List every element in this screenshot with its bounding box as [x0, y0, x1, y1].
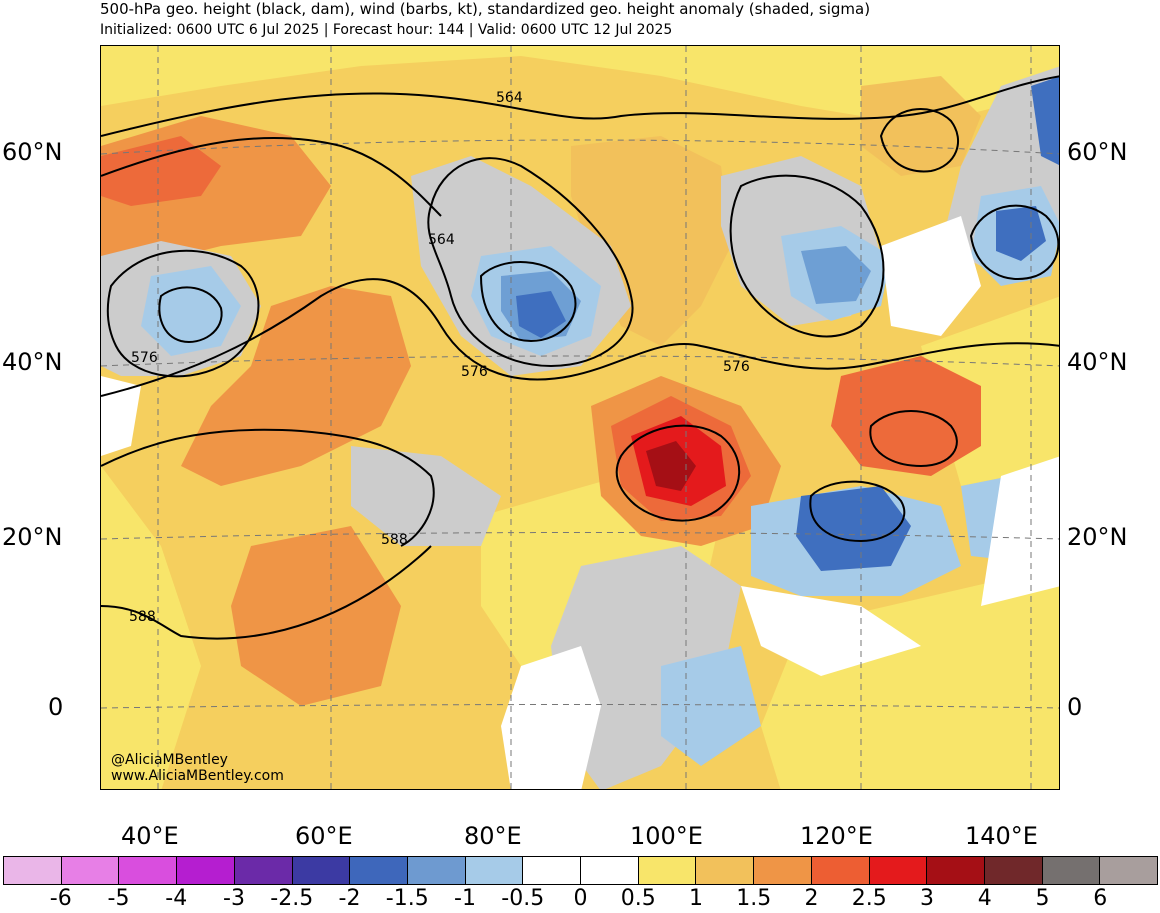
colorbar-swatch — [4, 857, 62, 884]
colorbar-tick-label: -5 — [107, 886, 130, 911]
lon-label: 120°E — [800, 822, 873, 850]
colorbar-tick-label: 0 — [573, 886, 588, 911]
colorbar — [3, 856, 1158, 885]
anomaly-region — [996, 206, 1046, 261]
colorbar-swatch — [927, 857, 985, 884]
lat-label-right: 40°N — [1067, 348, 1128, 376]
anomaly-region — [141, 266, 241, 356]
anomaly-region — [101, 466, 201, 789]
contour-label: 576 — [461, 364, 488, 380]
colorbar-swatch — [177, 857, 235, 884]
map-canvas: 564 564 576 576 576 588 588 — [101, 46, 1059, 789]
lat-label-left: 0 — [48, 693, 64, 721]
lat-label-right: 0 — [1067, 693, 1083, 721]
colorbar-swatch — [754, 857, 812, 884]
colorbar-tick-label: -2 — [338, 886, 361, 911]
lat-label-right: 20°N — [1067, 523, 1128, 551]
contour-label: 576 — [723, 359, 750, 375]
lon-label: 60°E — [295, 822, 353, 850]
colorbar-swatch — [696, 857, 755, 884]
colorbar-swatch — [581, 857, 639, 884]
colorbar-swatch — [869, 857, 928, 884]
colorbar-tick-label: 1.5 — [736, 886, 772, 911]
anomaly-region — [101, 136, 221, 206]
colorbar-swatch — [350, 857, 408, 884]
map-subtitle: Initialized: 0600 UTC 6 Jul 2025 | Forec… — [100, 22, 673, 38]
anomaly-region — [646, 441, 696, 491]
anomaly-region — [101, 376, 141, 456]
colorbar-tick-label: 5 — [1035, 886, 1050, 911]
colorbar-swatch — [984, 857, 1043, 884]
colorbar-tick-label: -0.5 — [501, 886, 545, 911]
colorbar-swatch — [465, 857, 524, 884]
anomaly-region — [1031, 76, 1059, 165]
contour-label: 564 — [496, 90, 523, 106]
credit-website: www.AliciaMBentley.com — [111, 768, 284, 784]
colorbar-tick-label: -2.5 — [270, 886, 314, 911]
anomaly-region — [831, 356, 981, 476]
lon-label: 100°E — [630, 822, 703, 850]
colorbar-swatch — [61, 857, 120, 884]
contour-label: 588 — [129, 609, 156, 625]
colorbar-swatch — [638, 857, 697, 884]
colorbar-tick-label: 2.5 — [851, 886, 887, 911]
credit-handle: @AliciaMBentley — [111, 752, 228, 768]
colorbar-swatch — [292, 857, 351, 884]
colorbar-tick-label: -6 — [49, 886, 72, 911]
map-title: 500-hPa geo. height (black, dam), wind (… — [100, 0, 871, 18]
colorbar-tick-label: -1 — [454, 886, 476, 911]
anomaly-region — [231, 526, 401, 706]
colorbar-tick-label: 4 — [977, 886, 992, 911]
colorbar-tick-label: 6 — [1093, 886, 1108, 911]
anomaly-region — [741, 586, 921, 676]
colorbar-tick-label: 2 — [804, 886, 819, 911]
anomaly-region — [101, 46, 1059, 126]
colorbar-tick-label: -1.5 — [385, 886, 429, 911]
lon-label: 140°E — [965, 822, 1038, 850]
colorbar-swatch — [119, 857, 178, 884]
colorbar-tick-label: 1 — [689, 886, 703, 911]
colorbar-tick-label: 3 — [920, 886, 934, 911]
lon-label: 80°E — [464, 822, 522, 850]
height-contours — [101, 75, 1059, 640]
anomaly-region — [551, 546, 741, 789]
weather-map: 564 564 576 576 576 588 588 @AliciaMBent… — [100, 45, 1060, 790]
lat-label-right: 60°N — [1067, 138, 1128, 166]
lat-label-left: 60°N — [2, 138, 63, 166]
colorbar-swatch — [811, 857, 870, 884]
contour-label: 576 — [131, 350, 158, 366]
contour-label: 588 — [381, 532, 408, 548]
anomaly-region — [861, 76, 981, 176]
anomaly-region — [501, 646, 601, 789]
colorbar-swatch — [407, 857, 466, 884]
colorbar-swatch — [1100, 857, 1158, 884]
anomaly-region — [881, 216, 981, 336]
lat-label-left: 20°N — [2, 523, 63, 551]
contour-label: 564 — [428, 232, 455, 248]
colorbar-tick-label: 0.5 — [620, 886, 656, 911]
lon-label: 40°E — [121, 822, 179, 850]
anomaly-region — [801, 246, 871, 304]
colorbar-swatch — [234, 857, 293, 884]
anomaly-region — [516, 291, 566, 338]
anomaly-region — [981, 456, 1059, 606]
colorbar-tick-label: -3 — [223, 886, 245, 911]
anomaly-region — [181, 286, 411, 486]
graticule — [101, 46, 1059, 789]
anomaly-region — [796, 486, 911, 571]
lat-label-left: 40°N — [2, 348, 63, 376]
colorbar-swatch — [523, 857, 582, 884]
colorbar-swatch — [1042, 857, 1101, 884]
anomaly-region — [351, 446, 501, 546]
colorbar-tick-label: -4 — [165, 886, 188, 911]
